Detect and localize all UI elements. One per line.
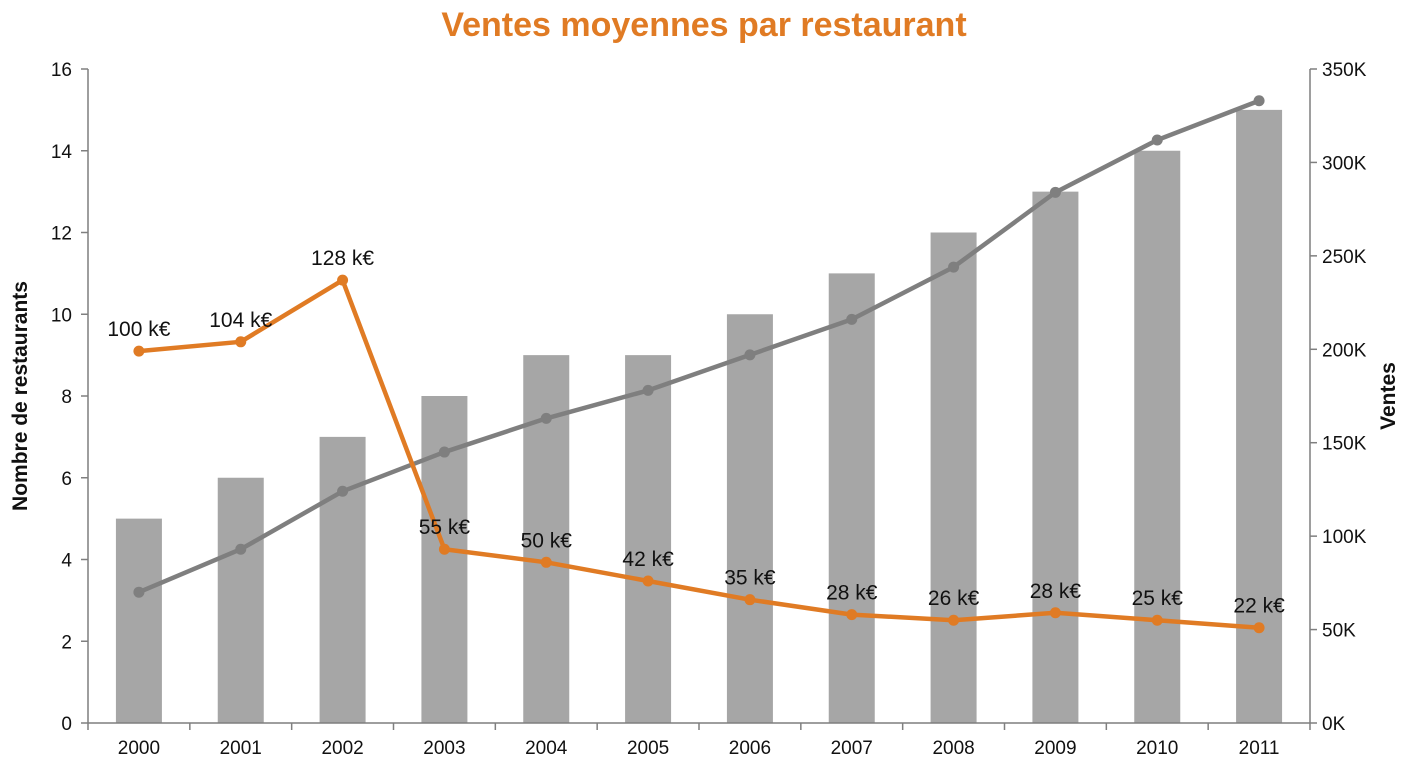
point-2-2010 [1151,614,1163,626]
y-right-axis-title: Ventes [1377,362,1400,430]
y-left-tick-label: 4 [61,551,72,572]
y-left-tick-label: 2 [61,632,72,653]
point-2-2008 [948,614,960,626]
point-1-2009 [1049,186,1061,198]
y-right-tick-label: 150K [1322,434,1367,455]
x-tick-label: 2003 [423,738,465,759]
bar-2001 [217,477,264,723]
bars-layer [115,109,1283,723]
x-tick-label: 2001 [220,738,262,759]
point-2-2006 [744,594,756,606]
line-series-2 [138,277,1260,630]
bar-2008 [930,232,977,723]
x-tick-label: 2010 [1136,738,1178,759]
line-series-1 [138,98,1260,595]
bar-2000 [115,518,162,723]
bar-2005 [625,355,672,723]
y-right-tick-label: 350K [1322,60,1367,81]
point-1-2007 [846,313,858,325]
chart-title: Ventes moyennes par restaurant [441,6,967,44]
x-tick-label: 2007 [831,738,873,759]
point-2-2003 [438,543,450,555]
lines-layer [133,95,1265,634]
data-label-2002: 128 k€ [311,247,374,270]
data-label-2009: 28 k€ [1030,580,1082,603]
data-label-2001: 104 k€ [209,309,272,332]
point-1-2001 [235,543,247,555]
y-right-tick-label: 300K [1322,153,1367,174]
data-label-2008: 26 k€ [928,587,980,610]
point-2-2000 [133,345,145,357]
y-right-tick-label: 100K [1322,527,1367,548]
y-left-axis-title: Nombre de restaurants [9,281,32,511]
point-2-2009 [1049,607,1061,619]
point-2-2007 [846,609,858,621]
labels-layer: 100 k€ 104 k€ 128 k€ 55 k€ 50 k€ 42 k€ 35 k€ 28… [107,247,1285,618]
x-tick-label: 2008 [932,738,974,759]
data-label-2004: 50 k€ [521,529,573,552]
data-label-2007: 28 k€ [826,582,878,605]
x-tick-label: 2004 [525,738,568,759]
point-1-2011 [1253,95,1265,107]
bar-2002 [319,436,366,723]
data-label-2005: 42 k€ [622,548,674,571]
y-right-tick-label: 250K [1322,247,1367,268]
x-tick-label: 2011 [1239,738,1280,759]
y-left-tick-label: 0 [61,714,72,735]
x-tick-label: 2005 [627,738,669,759]
bar-2009 [1032,191,1079,723]
y-left-tick-label: 10 [51,305,72,326]
axes-layer: 0 2 4 6 8 10 12 14 16 0K 50K 100K 150K 200K 250K 300K 35… [9,60,1400,759]
point-1-2006 [744,349,756,361]
x-tick-label: 2009 [1034,738,1076,759]
y-right-tick-label: 50K [1322,621,1356,642]
bar-2007 [828,273,875,723]
y-left-tick-label: 12 [51,224,72,245]
point-1-2000 [133,586,145,598]
y-left-tick-label: 16 [51,60,72,81]
point-1-2004 [540,412,552,424]
data-label-2006: 35 k€ [724,567,776,590]
y-right-tick-label: 200K [1322,340,1367,361]
point-2-2002 [337,274,349,286]
bar-2011 [1236,109,1283,723]
point-2-2011 [1253,622,1265,634]
y-left-tick-label: 14 [51,142,73,163]
data-label-2010: 25 k€ [1132,587,1184,610]
point-2-2001 [235,336,247,348]
x-tick-label: 2000 [118,738,160,759]
x-tick-label: 2006 [729,738,771,759]
data-label-2003: 55 k€ [419,516,471,539]
data-label-2011: 22 k€ [1233,595,1285,618]
bar-2010 [1134,150,1181,723]
y-left-tick-label: 6 [61,469,72,490]
point-1-2002 [337,485,349,497]
point-1-2003 [438,446,450,458]
bar-2006 [726,314,773,723]
point-1-2008 [948,261,960,273]
data-label-2000: 100 k€ [107,318,170,341]
y-right-tick-label: 0K [1322,714,1346,735]
y-left-tick-label: 8 [61,387,72,408]
point-2-2005 [642,575,654,587]
point-2-2004 [540,556,552,568]
point-1-2010 [1151,134,1163,146]
x-tick-label: 2002 [321,738,363,759]
point-1-2005 [642,384,654,396]
